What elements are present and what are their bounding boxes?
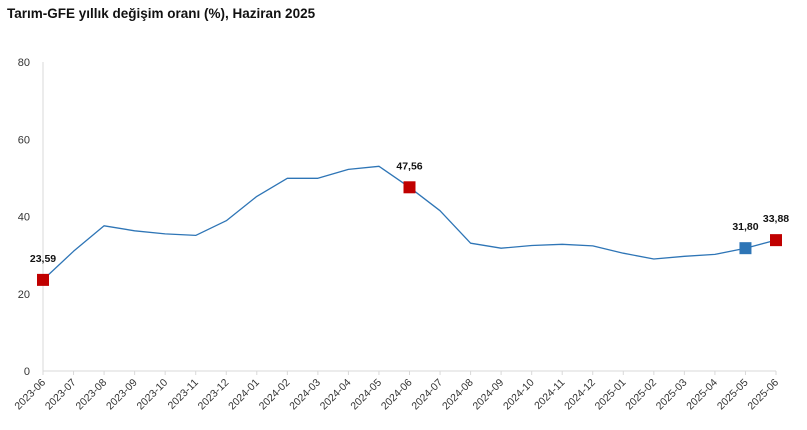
x-axis-ticks: 2023-062023-072023-082023-092023-102023-… [12,371,781,412]
x-tick-label: 2025-03 [654,377,690,413]
x-tick-label: 2025-04 [684,377,720,413]
x-tick-label: 2024-11 [532,377,567,412]
y-tick-label: 20 [18,289,30,301]
x-tick-label: 2024-09 [471,377,507,413]
y-tick-label: 60 [18,134,30,146]
y-tick-label: 40 [18,212,30,224]
data-point-marker [403,181,416,194]
x-tick-label: 2024-07 [409,377,445,413]
x-tick-label: 2023-11 [166,377,201,412]
y-axis-ticks: 0 20 40 60 80 [18,57,30,378]
x-tick-label: 2024-05 [348,377,384,413]
x-tick-label: 2024-03 [287,377,323,413]
data-point-marker [770,234,782,247]
x-tick-label: 2023-08 [73,377,109,413]
x-tick-label: 2023-10 [135,377,171,413]
x-tick-label: 2025-01 [593,377,629,413]
x-tick-label: 2024-10 [501,377,537,413]
x-tick-label: 2024-12 [562,377,598,413]
x-tick-label: 2025-05 [715,377,751,413]
x-tick-label: 2024-08 [440,377,476,413]
data-point-marker [739,242,752,255]
x-tick-label: 2023-07 [43,377,79,413]
data-point-marker [37,273,49,286]
x-tick-label: 2023-06 [12,377,48,413]
data-label: 31,80 [732,221,758,233]
chart-title: Tarım-GFE yıllık değişim oranı (%), Hazi… [7,6,316,21]
y-tick-label: 80 [18,57,30,69]
y-tick-label: 0 [24,366,30,378]
x-tick-label: 2024-04 [318,377,354,413]
data-label: 47,56 [396,160,422,172]
axes [42,62,776,372]
x-tick-label: 2024-02 [257,377,293,413]
data-label: 23,59 [30,253,56,265]
data-label: 33,88 [763,213,789,225]
x-tick-label: 2024-06 [379,377,415,413]
x-tick-label: 2025-02 [623,377,659,413]
annotation-layer: 23,59 47,56 31,80 33,88 [30,160,789,286]
x-tick-label: 2024-01 [226,377,262,413]
x-tick-label: 2023-09 [104,377,140,413]
x-tick-label: 2023-12 [196,377,232,413]
x-tick-label: 2025-06 [745,377,781,413]
